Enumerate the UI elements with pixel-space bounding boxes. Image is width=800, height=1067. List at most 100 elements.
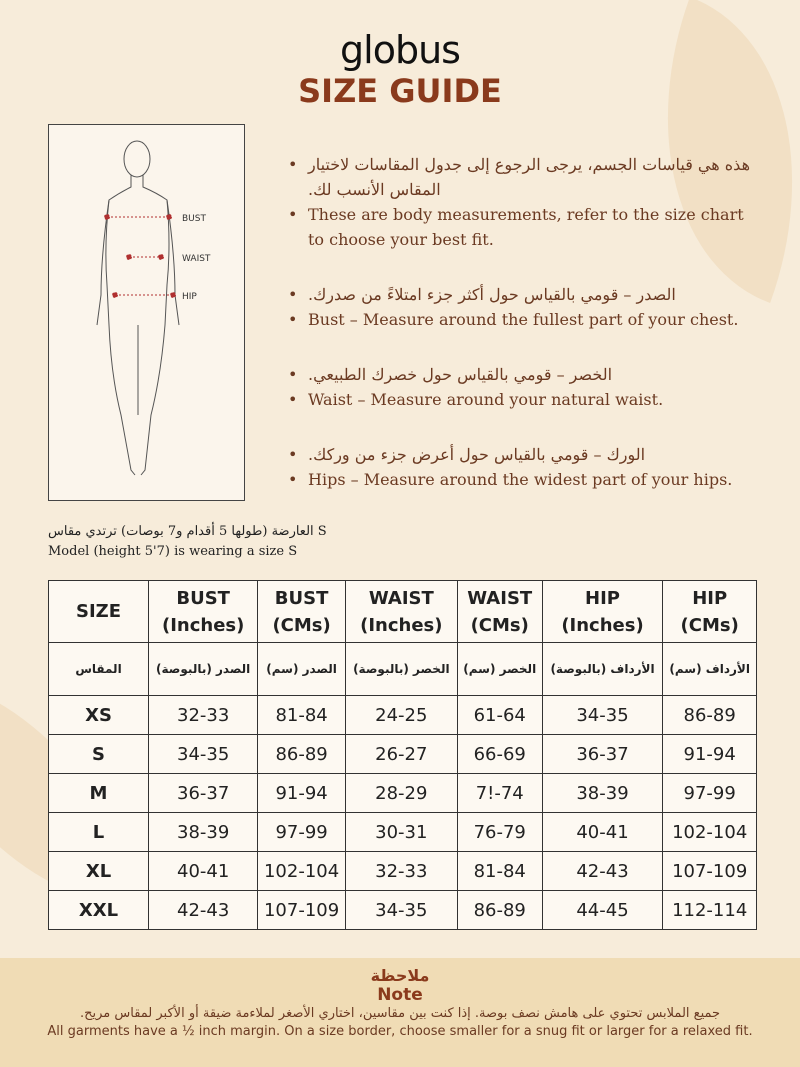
page-title: SIZE GUIDE [298, 72, 502, 110]
instruction-en: Waist – Measure around your natural wais… [288, 387, 758, 412]
brand-logo: globus [340, 28, 461, 72]
column-header-ar: الخصر (بالبوصة) [344, 642, 458, 696]
instruction-en: These are body measurements, refer to th… [288, 202, 758, 252]
table-cell: 81-84 [257, 695, 346, 735]
header-unit: (Inches) [360, 614, 443, 636]
instruction-ar: الصدر – قومي بالقياس حول أكثر جزء امتلاء… [288, 282, 758, 307]
table-cell: 30-31 [344, 812, 458, 852]
note-title-ar: ملاحظة [370, 966, 430, 985]
table-cell: 42-43 [541, 851, 664, 891]
table-cell: 66-69 [456, 734, 543, 774]
table-cell: 91-94 [257, 773, 346, 813]
table-cell: 38-39 [147, 812, 259, 852]
header-unit: (CMs) [470, 614, 529, 636]
column-header: SIZE [48, 580, 149, 643]
table-cell: 112-114 [662, 890, 757, 930]
instruction-en: Bust – Measure around the fullest part o… [288, 307, 758, 332]
header-label: WAIST [467, 587, 533, 609]
table-cell: 107-109 [662, 851, 757, 891]
note-text-en: All garments have a ½ inch margin. On a … [47, 1024, 753, 1039]
instruction-en: Hips – Measure around the widest part of… [288, 467, 758, 492]
waist-label: WAIST [182, 254, 211, 264]
table-cell: XS [48, 695, 149, 735]
table-row: M 36-37 91-94 28-29 7!-74 38-39 97-99 [48, 773, 757, 813]
header-label: WAIST [368, 587, 434, 609]
note-title-en: Note [377, 985, 423, 1005]
measurement-instructions: هذه هي قياسات الجسم، يرجى الرجوع إلى جدو… [288, 152, 758, 522]
table-cell: 28-29 [344, 773, 458, 813]
header-row-ar: المقاس الصدر (بالبوصة) الصدر (سم) الخصر (با… [48, 642, 757, 696]
table-cell: 86-89 [257, 734, 346, 774]
column-header: HIP (Inches) [541, 580, 664, 643]
body-measurement-figure: BUST WAIST HIP [48, 124, 245, 501]
size-chart-table: SIZE BUST (Inches) BUST (CMs) WAIST (Inches) WA… [48, 580, 757, 930]
table-cell: 34-35 [147, 734, 259, 774]
table-cell: M [48, 773, 149, 813]
table-cell: 44-45 [541, 890, 664, 930]
table-cell: 38-39 [541, 773, 664, 813]
table-cell: 42-43 [147, 890, 259, 930]
table-cell: 76-79 [456, 812, 543, 852]
table-cell: 36-37 [147, 773, 259, 813]
table-cell: 91-94 [662, 734, 757, 774]
column-header-ar: الأرداف (سم) [662, 642, 757, 696]
column-header: BUST (Inches) [147, 580, 259, 643]
table-row: L 38-39 97-99 30-31 76-79 40-41 102-104 [48, 812, 757, 852]
header-row: SIZE BUST (Inches) BUST (CMs) WAIST (Inches) WA… [48, 580, 757, 643]
table-cell: XL [48, 851, 149, 891]
model-info: العارضة (طولها 5 أقدام و7 بوصات) ترتدي م… [48, 522, 327, 562]
header-unit: (Inches) [561, 614, 644, 636]
table-cell: 102-104 [257, 851, 346, 891]
table-cell: 34-35 [344, 890, 458, 930]
table-row: S 34-35 86-89 26-27 66-69 36-37 91-94 [48, 734, 757, 774]
header-unit: (CMs) [680, 614, 739, 636]
note-text-ar: جميع الملابس تحتوي على هامش نصف بوصة. إذ… [79, 1006, 721, 1021]
model-info-en: Model (height 5'7) is wearing a size S [48, 544, 298, 559]
header-label: HIP [585, 587, 620, 609]
instruction-ar: الخصر – قومي بالقياس حول خصرك الطبيعي. [288, 362, 758, 387]
column-header-ar: الخصر (سم) [456, 642, 543, 696]
table-cell: 86-89 [662, 695, 757, 735]
table-cell: 32-33 [147, 695, 259, 735]
column-header-ar: المقاس [48, 642, 149, 696]
table-cell: 7!-74 [456, 773, 543, 813]
header-unit: (CMs) [272, 614, 331, 636]
table-cell: XXL [48, 890, 149, 930]
table-cell: 81-84 [456, 851, 543, 891]
header-unit: (Inches) [161, 614, 245, 636]
hip-label: HIP [182, 292, 197, 302]
column-header: WAIST (Inches) [344, 580, 458, 643]
table-cell: 97-99 [662, 773, 757, 813]
table-row: XS 32-33 81-84 24-25 61-64 34-35 86-89 [48, 695, 757, 735]
table-cell: 34-35 [541, 695, 664, 735]
bust-label: BUST [182, 214, 206, 224]
table-row: XXL 42-43 107-109 34-35 86-89 44-45 112-114 [48, 890, 757, 930]
table-cell: 36-37 [541, 734, 664, 774]
header-label: HIP [692, 587, 728, 609]
table-cell: 61-64 [456, 695, 543, 735]
model-info-ar: العارضة (طولها 5 أقدام و7 بوصات) ترتدي م… [48, 524, 327, 539]
note-section: ملاحظة Note جميع الملابس تحتوي على هامش … [0, 958, 800, 1067]
table-cell: 40-41 [147, 851, 259, 891]
instruction-ar: الورك – قومي بالقياس حول أعرض جزء من ورك… [288, 442, 758, 467]
table-cell: 97-99 [257, 812, 346, 852]
header-label: SIZE [75, 601, 121, 622]
table-cell: 107-109 [257, 890, 346, 930]
table-cell: 102-104 [662, 812, 757, 852]
column-header-ar: الصدر (سم) [257, 642, 346, 696]
header-label: BUST [176, 587, 230, 609]
table-cell: S [48, 734, 149, 774]
table-cell: 40-41 [541, 812, 664, 852]
column-header-ar: الصدر (بالبوصة) [147, 642, 259, 696]
column-header-ar: الأرداف (بالبوصة) [541, 642, 664, 696]
column-header: WAIST (CMs) [456, 580, 543, 643]
table-cell: 32-33 [344, 851, 458, 891]
table-cell: L [48, 812, 149, 852]
column-header: BUST (CMs) [257, 580, 346, 643]
header-label: BUST [274, 587, 329, 609]
column-header: HIP (CMs) [662, 580, 757, 643]
instruction-ar: هذه هي قياسات الجسم، يرجى الرجوع إلى جدو… [288, 152, 758, 202]
table-cell: 86-89 [456, 890, 543, 930]
table-cell: 26-27 [344, 734, 458, 774]
table-row: XL 40-41 102-104 32-33 81-84 42-43 107-109 [48, 851, 757, 891]
